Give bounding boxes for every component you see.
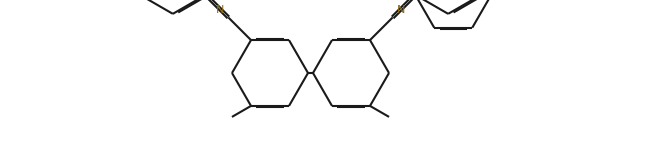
Text: N: N [397,6,405,16]
Text: N: N [216,6,224,16]
